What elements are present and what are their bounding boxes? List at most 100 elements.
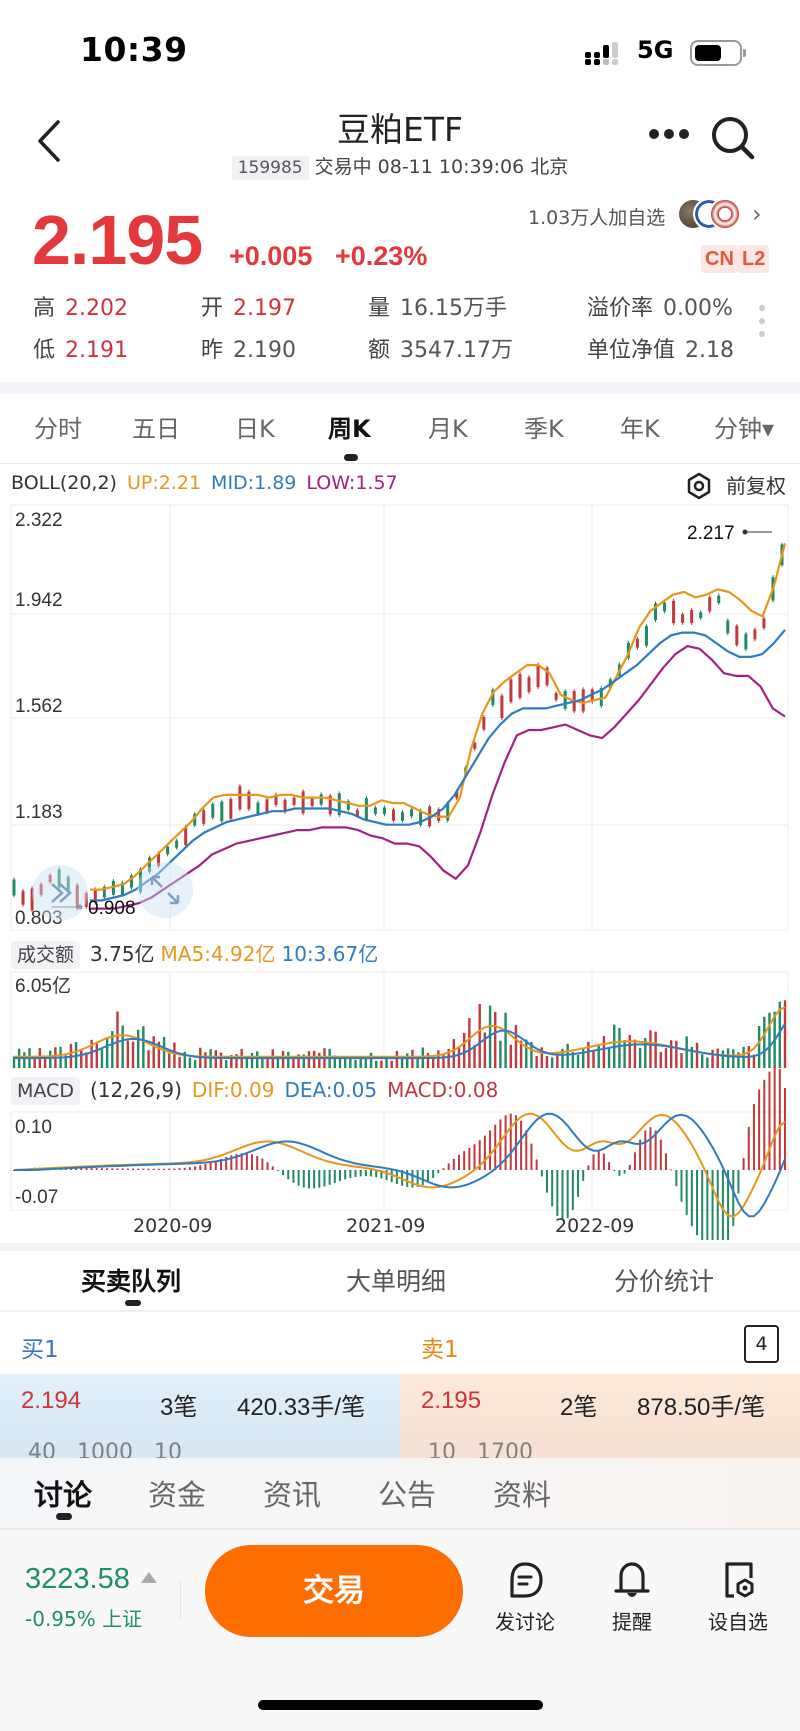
- divider: [0, 1310, 800, 1312]
- svg-text:0.908: 0.908: [88, 898, 136, 919]
- search-icon[interactable]: [710, 115, 756, 161]
- chevron-right-icon[interactable]: ›: [752, 200, 762, 228]
- expand-stats-handle[interactable]: [759, 305, 765, 341]
- svg-text:1.562: 1.562: [15, 696, 63, 717]
- kline-chart[interactable]: 2.322 1.942 1.562 1.183 0.803 2.217 0.908 6.05亿…: [0, 500, 800, 1240]
- price-change: +0.005: [229, 241, 313, 271]
- boll-low: LOW:1.57: [306, 472, 398, 494]
- quote-subtitle: 159985 交易中 08-11 10:39:06 北京: [0, 152, 800, 180]
- scroll-left-button: [32, 865, 88, 921]
- tab-order-queue[interactable]: 买卖队列: [81, 1267, 182, 1296]
- tab-yearly-k[interactable]: 年K: [620, 415, 660, 443]
- tab-profile[interactable]: 资料: [493, 1478, 552, 1512]
- macd-legend[interactable]: MACD (12,26,9) DIF:0.09 DEA:0.05 MACD:0.08: [11, 1077, 499, 1105]
- post-discussion-label: 发讨论: [495, 1610, 555, 1634]
- trade-button[interactable]: 交易: [205, 1545, 463, 1637]
- active-tab-indicator: [56, 1513, 72, 1520]
- watchlist-count[interactable]: 1.03万人加自选: [528, 207, 666, 229]
- divider: [0, 463, 800, 464]
- tab-weekly-k[interactable]: 周K: [328, 415, 371, 443]
- cn-badge[interactable]: CN: [701, 245, 738, 273]
- x-axis-label: 2021-09: [346, 1215, 426, 1237]
- tab-minute[interactable]: 分钟▾: [714, 415, 775, 443]
- tab-quarterly-k[interactable]: 季K: [524, 415, 564, 443]
- more-icon[interactable]: [648, 128, 690, 140]
- stat-low: 低 2.191: [33, 338, 128, 363]
- tab-price-stats[interactable]: 分价统计: [614, 1267, 715, 1296]
- cellular-signal-icon: [585, 42, 618, 65]
- tab-intraday[interactable]: 分时: [34, 415, 82, 443]
- index-change[interactable]: -0.95% 上证: [25, 1607, 143, 1631]
- buy-level-label: 买1: [21, 1337, 59, 1363]
- index-expand-arrow-icon[interactable]: [141, 1572, 157, 1583]
- back-icon[interactable]: [34, 118, 64, 164]
- add-watchlist-button[interactable]: 设自选: [698, 1560, 778, 1635]
- volume-ma10: 10:3.67亿: [281, 942, 379, 966]
- sell-avg: 878.50手/笔: [637, 1394, 766, 1421]
- sell-queue-panel: [400, 1374, 800, 1464]
- alert-button[interactable]: 提醒: [592, 1560, 672, 1635]
- buy-queue-panel: [0, 1374, 400, 1464]
- sell-count: 2笔: [560, 1394, 598, 1421]
- macd-params: (12,26,9): [89, 1078, 182, 1102]
- x-axis-label: 2020-09: [133, 1215, 213, 1237]
- x-axis-label: 2022-09: [555, 1215, 635, 1237]
- boll-legend[interactable]: BOLL(20,2) UP:2.21 MID:1.89 LOW:1.57: [11, 472, 408, 494]
- settings-hex-icon[interactable]: [686, 472, 712, 500]
- zoom-button: [137, 862, 193, 918]
- tab-news[interactable]: 资讯: [263, 1478, 322, 1512]
- tab-large-orders[interactable]: 大单明细: [346, 1267, 447, 1296]
- macd-value: MACD:0.08: [387, 1078, 499, 1102]
- volume-indicator-tag[interactable]: 成交额: [11, 941, 81, 969]
- tab-daily-k[interactable]: 日K: [235, 415, 275, 443]
- network-type: 5G: [637, 36, 674, 64]
- macd-dea: DEA:0.05: [284, 1078, 378, 1102]
- tab-announcements[interactable]: 公告: [378, 1478, 437, 1512]
- indicator-name: BOLL(20,2): [11, 472, 117, 494]
- stat-nav: 单位净值 2.18: [587, 338, 734, 363]
- adjust-mode-button[interactable]: 前复权: [726, 474, 786, 498]
- macd-indicator-tag[interactable]: MACD: [11, 1077, 80, 1105]
- buy-price: 2.194: [21, 1387, 82, 1414]
- buy-count: 3笔: [160, 1394, 198, 1421]
- tab-monthly-k[interactable]: 月K: [428, 415, 468, 443]
- tab-funds[interactable]: 资金: [148, 1478, 207, 1512]
- price-change-percent: +0.23%: [335, 241, 428, 271]
- home-indicator: [258, 1700, 543, 1710]
- svg-text:-0.07: -0.07: [15, 1187, 58, 1208]
- stock-code: 159985: [231, 156, 309, 180]
- stat-volume: 量 16.15万手: [368, 296, 507, 321]
- watcher-avatars[interactable]: [677, 198, 743, 232]
- tab-five-day[interactable]: 五日: [132, 415, 180, 443]
- svg-text:6.05亿: 6.05亿: [15, 975, 71, 997]
- add-watchlist-label: 设自选: [708, 1610, 768, 1634]
- svg-text:0.10: 0.10: [15, 1117, 52, 1138]
- stat-prev-close: 昨 2.190: [201, 338, 296, 363]
- stat-amount: 额 3547.17万: [368, 338, 513, 363]
- divider: [180, 1580, 181, 1618]
- depth-selector-button[interactable]: 4: [744, 1325, 779, 1363]
- alert-label: 提醒: [612, 1610, 652, 1634]
- index-value[interactable]: 3223.58: [25, 1563, 130, 1595]
- l2-badge[interactable]: L2: [738, 245, 770, 273]
- sell-level-label: 卖1: [421, 1337, 459, 1363]
- active-tab-indicator: [344, 454, 358, 461]
- macd-dif: DIF:0.09: [191, 1078, 275, 1102]
- post-discussion-button[interactable]: 发讨论: [485, 1560, 565, 1635]
- svg-text:2.217: 2.217: [687, 523, 735, 544]
- status-time: 10:39: [80, 30, 188, 69]
- chat-bubble-icon: [510, 1562, 543, 1598]
- buy-avg: 420.33手/笔: [237, 1394, 366, 1421]
- volume-legend[interactable]: 成交额 3.75亿 MA5:4.92亿 10:3.67亿: [11, 938, 379, 969]
- tab-discussion[interactable]: 讨论: [34, 1478, 93, 1512]
- stat-high: 高 2.202: [33, 296, 128, 321]
- svg-text:0.803: 0.803: [15, 908, 63, 929]
- boll-up: UP:2.21: [126, 472, 202, 494]
- avatar: [709, 198, 741, 230]
- add-watchlist-icon: [725, 1562, 754, 1598]
- trading-status: 交易中 08-11 10:39:06 北京: [314, 156, 569, 178]
- volume-ma5: MA5:4.92亿: [160, 942, 276, 966]
- sell-price: 2.195: [421, 1387, 482, 1414]
- stat-open: 开 2.197: [201, 296, 296, 321]
- boll-mid: MID:1.89: [211, 472, 297, 494]
